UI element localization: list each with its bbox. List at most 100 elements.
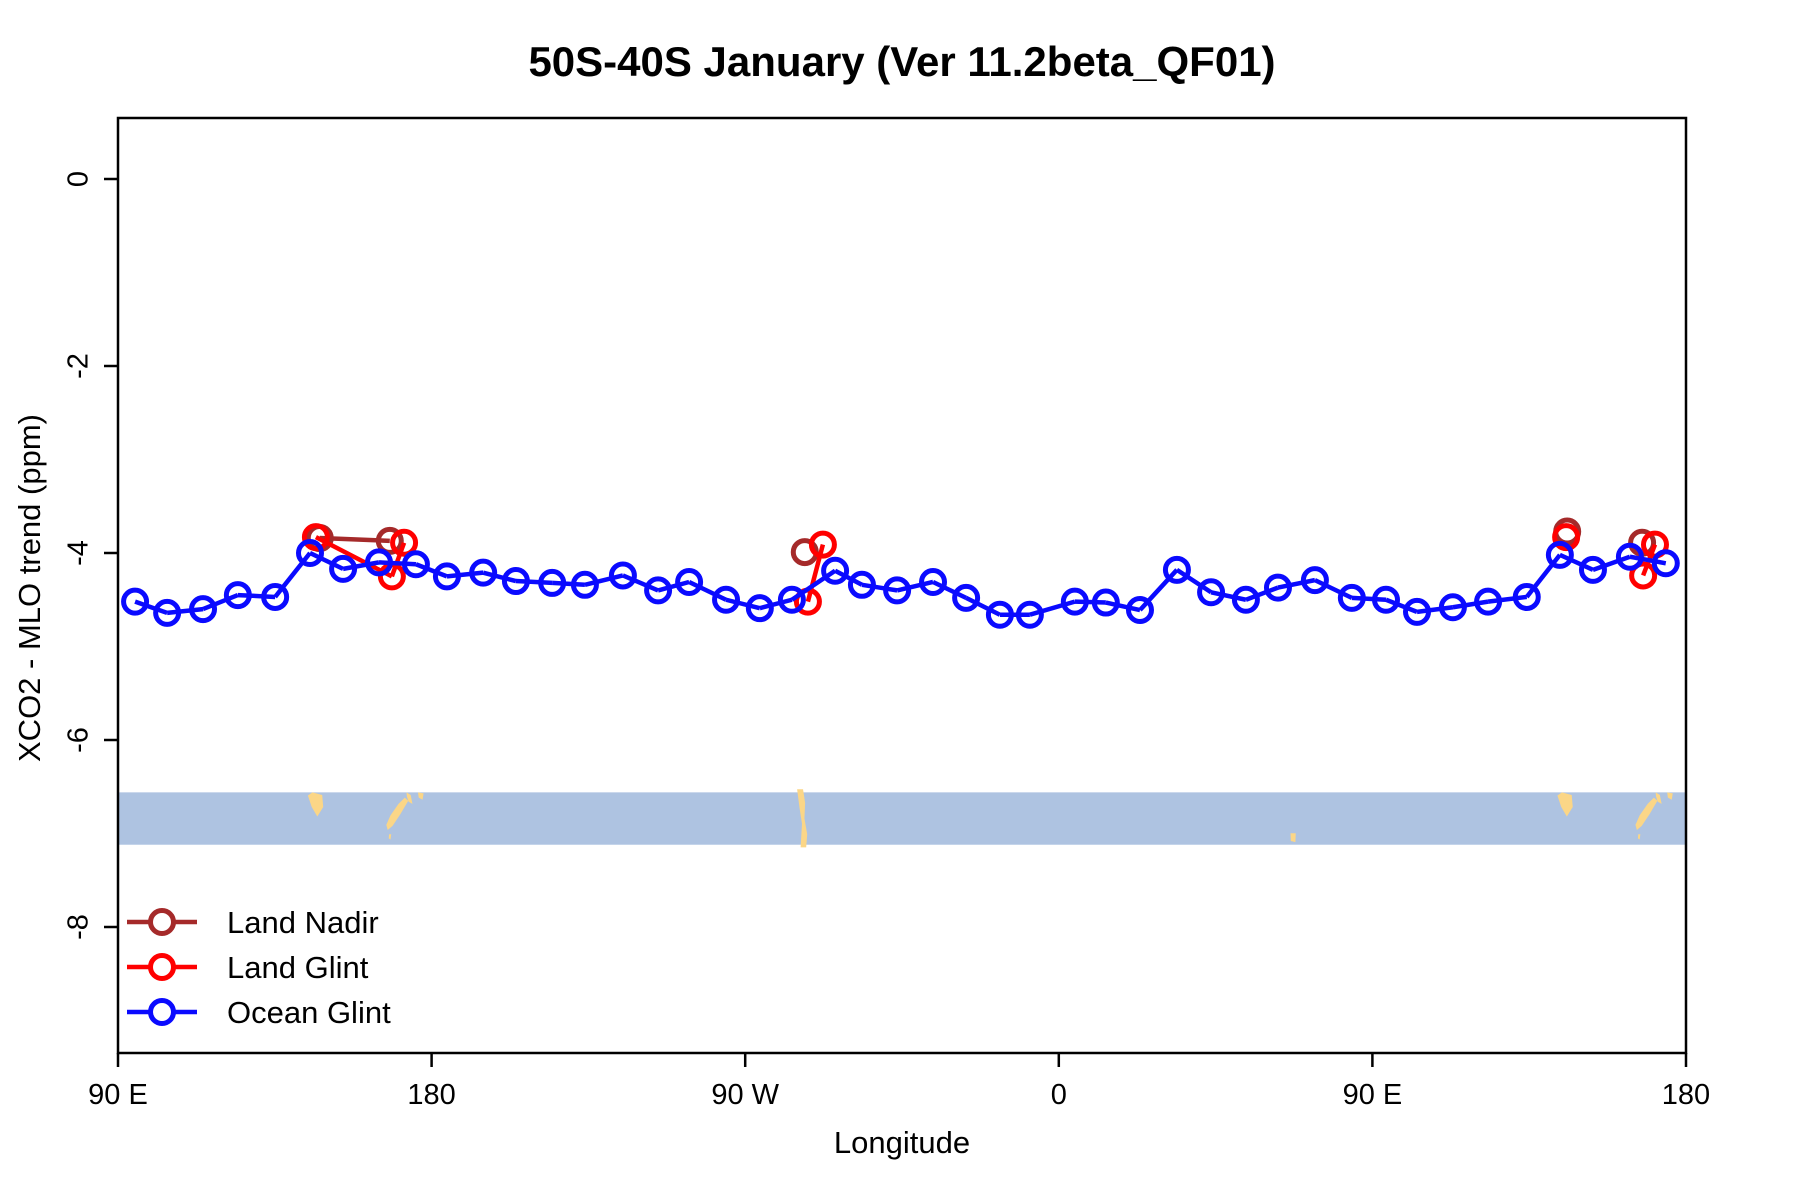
data-point <box>501 567 530 596</box>
legend-label: Land Nadir <box>227 905 379 940</box>
data-point <box>375 526 404 555</box>
data-point <box>261 582 290 611</box>
data-point <box>121 587 150 616</box>
map-land-new-zealand-south-2 <box>1635 797 1658 831</box>
data-point <box>1015 600 1044 629</box>
data-series-layer <box>121 517 1680 629</box>
land-glint-series <box>301 523 1669 616</box>
series-line <box>932 579 968 600</box>
series-line <box>1105 600 1141 613</box>
y-tick-label: -2 <box>63 353 95 379</box>
data-point <box>1162 555 1191 584</box>
series-line <box>1592 554 1631 572</box>
data-point <box>1125 596 1154 625</box>
x-tick-label: 180 <box>1662 1079 1710 1111</box>
series-line <box>1210 590 1247 602</box>
data-point <box>329 554 358 583</box>
series-line <box>552 580 586 588</box>
data-point <box>189 595 218 624</box>
legend-label: Land Glint <box>227 950 369 985</box>
data-point <box>401 550 430 579</box>
series-line <box>1416 604 1454 615</box>
legend-marker <box>148 908 176 936</box>
data-point <box>432 562 461 591</box>
data-point <box>1545 540 1574 569</box>
data-point <box>538 568 567 597</box>
legend-marker <box>148 953 176 981</box>
series-line <box>861 582 898 593</box>
series-line <box>482 570 517 584</box>
data-point <box>919 567 948 596</box>
series-line <box>790 568 837 602</box>
map-land-new-zealand-east <box>418 792 424 800</box>
data-point <box>1403 597 1432 626</box>
data-point <box>1438 593 1467 622</box>
data-point <box>301 523 330 552</box>
y-tick-label: -8 <box>63 914 95 940</box>
data-point <box>777 585 806 614</box>
series-line <box>309 550 345 571</box>
data-point <box>712 585 741 614</box>
series-line <box>1029 599 1076 617</box>
y-tick-label: -4 <box>63 540 95 566</box>
series-line <box>1245 585 1279 602</box>
series-line <box>314 535 393 579</box>
chart-title: 50S-40S January (Ver 11.2beta_QF01) <box>528 38 1276 85</box>
data-point <box>223 581 252 610</box>
data-point <box>469 558 498 587</box>
data-point <box>644 576 673 605</box>
ocean-glint-series <box>121 539 1680 629</box>
data-point <box>1552 523 1581 552</box>
map-land-new-zealand-south <box>386 797 409 831</box>
series-line <box>342 560 380 572</box>
y-tick-label: -6 <box>63 727 95 753</box>
series-line <box>725 597 761 611</box>
data-point <box>364 548 393 577</box>
data-point <box>1197 578 1226 607</box>
series-line <box>515 578 553 586</box>
series-line <box>378 560 417 567</box>
series-line <box>202 592 239 612</box>
data-point <box>608 561 637 590</box>
series-line <box>446 570 484 579</box>
map-land-new-zealand-east-2 <box>1667 792 1673 800</box>
data-point <box>1512 582 1541 611</box>
map-land-new-zealand-dot <box>388 834 392 840</box>
data-point <box>1371 585 1400 614</box>
data-point <box>570 570 599 599</box>
map-band-layer <box>119 789 1685 848</box>
data-point <box>295 539 324 567</box>
land-nadir-series <box>305 517 1657 567</box>
series-line <box>759 597 793 611</box>
map-land-new-zealand-north-2 <box>1655 792 1662 804</box>
series-line <box>1175 567 1213 595</box>
data-point <box>1651 549 1680 578</box>
data-point <box>1629 561 1658 590</box>
x-tick-label: 0 <box>1051 1079 1067 1111</box>
x-tick-label: 90 W <box>711 1079 779 1111</box>
series-line <box>965 595 1001 617</box>
series-line <box>237 592 276 600</box>
data-point <box>1337 583 1366 612</box>
series-line <box>1351 595 1387 602</box>
legend-item-ocean_glint: Ocean Glint <box>127 995 391 1030</box>
data-point <box>1091 588 1120 617</box>
series-line <box>389 541 407 578</box>
series-line <box>1277 577 1316 590</box>
y-axis-label: XCO2 - MLO trend (ppm) <box>12 414 47 762</box>
axes-layer: 0 -2 -4 -6 -8 90 E 180 90 W 0 90 E 180 <box>63 116 1710 1111</box>
data-point <box>808 530 837 559</box>
data-point <box>952 583 981 612</box>
x-axis-label: Longitude <box>833 1125 971 1160</box>
map-land-new-zealand-dot-2 <box>1637 834 1641 840</box>
series-line <box>415 562 448 579</box>
map-band-sea <box>119 792 1685 845</box>
plot-box <box>116 116 1688 1055</box>
data-point <box>1263 573 1292 602</box>
series-line <box>622 573 659 593</box>
data-point <box>1231 585 1260 614</box>
data-point <box>153 598 182 627</box>
map-land-kerguelen <box>1290 833 1296 843</box>
series-line <box>657 579 690 593</box>
legend-item-land_glint: Land Glint <box>127 950 369 985</box>
